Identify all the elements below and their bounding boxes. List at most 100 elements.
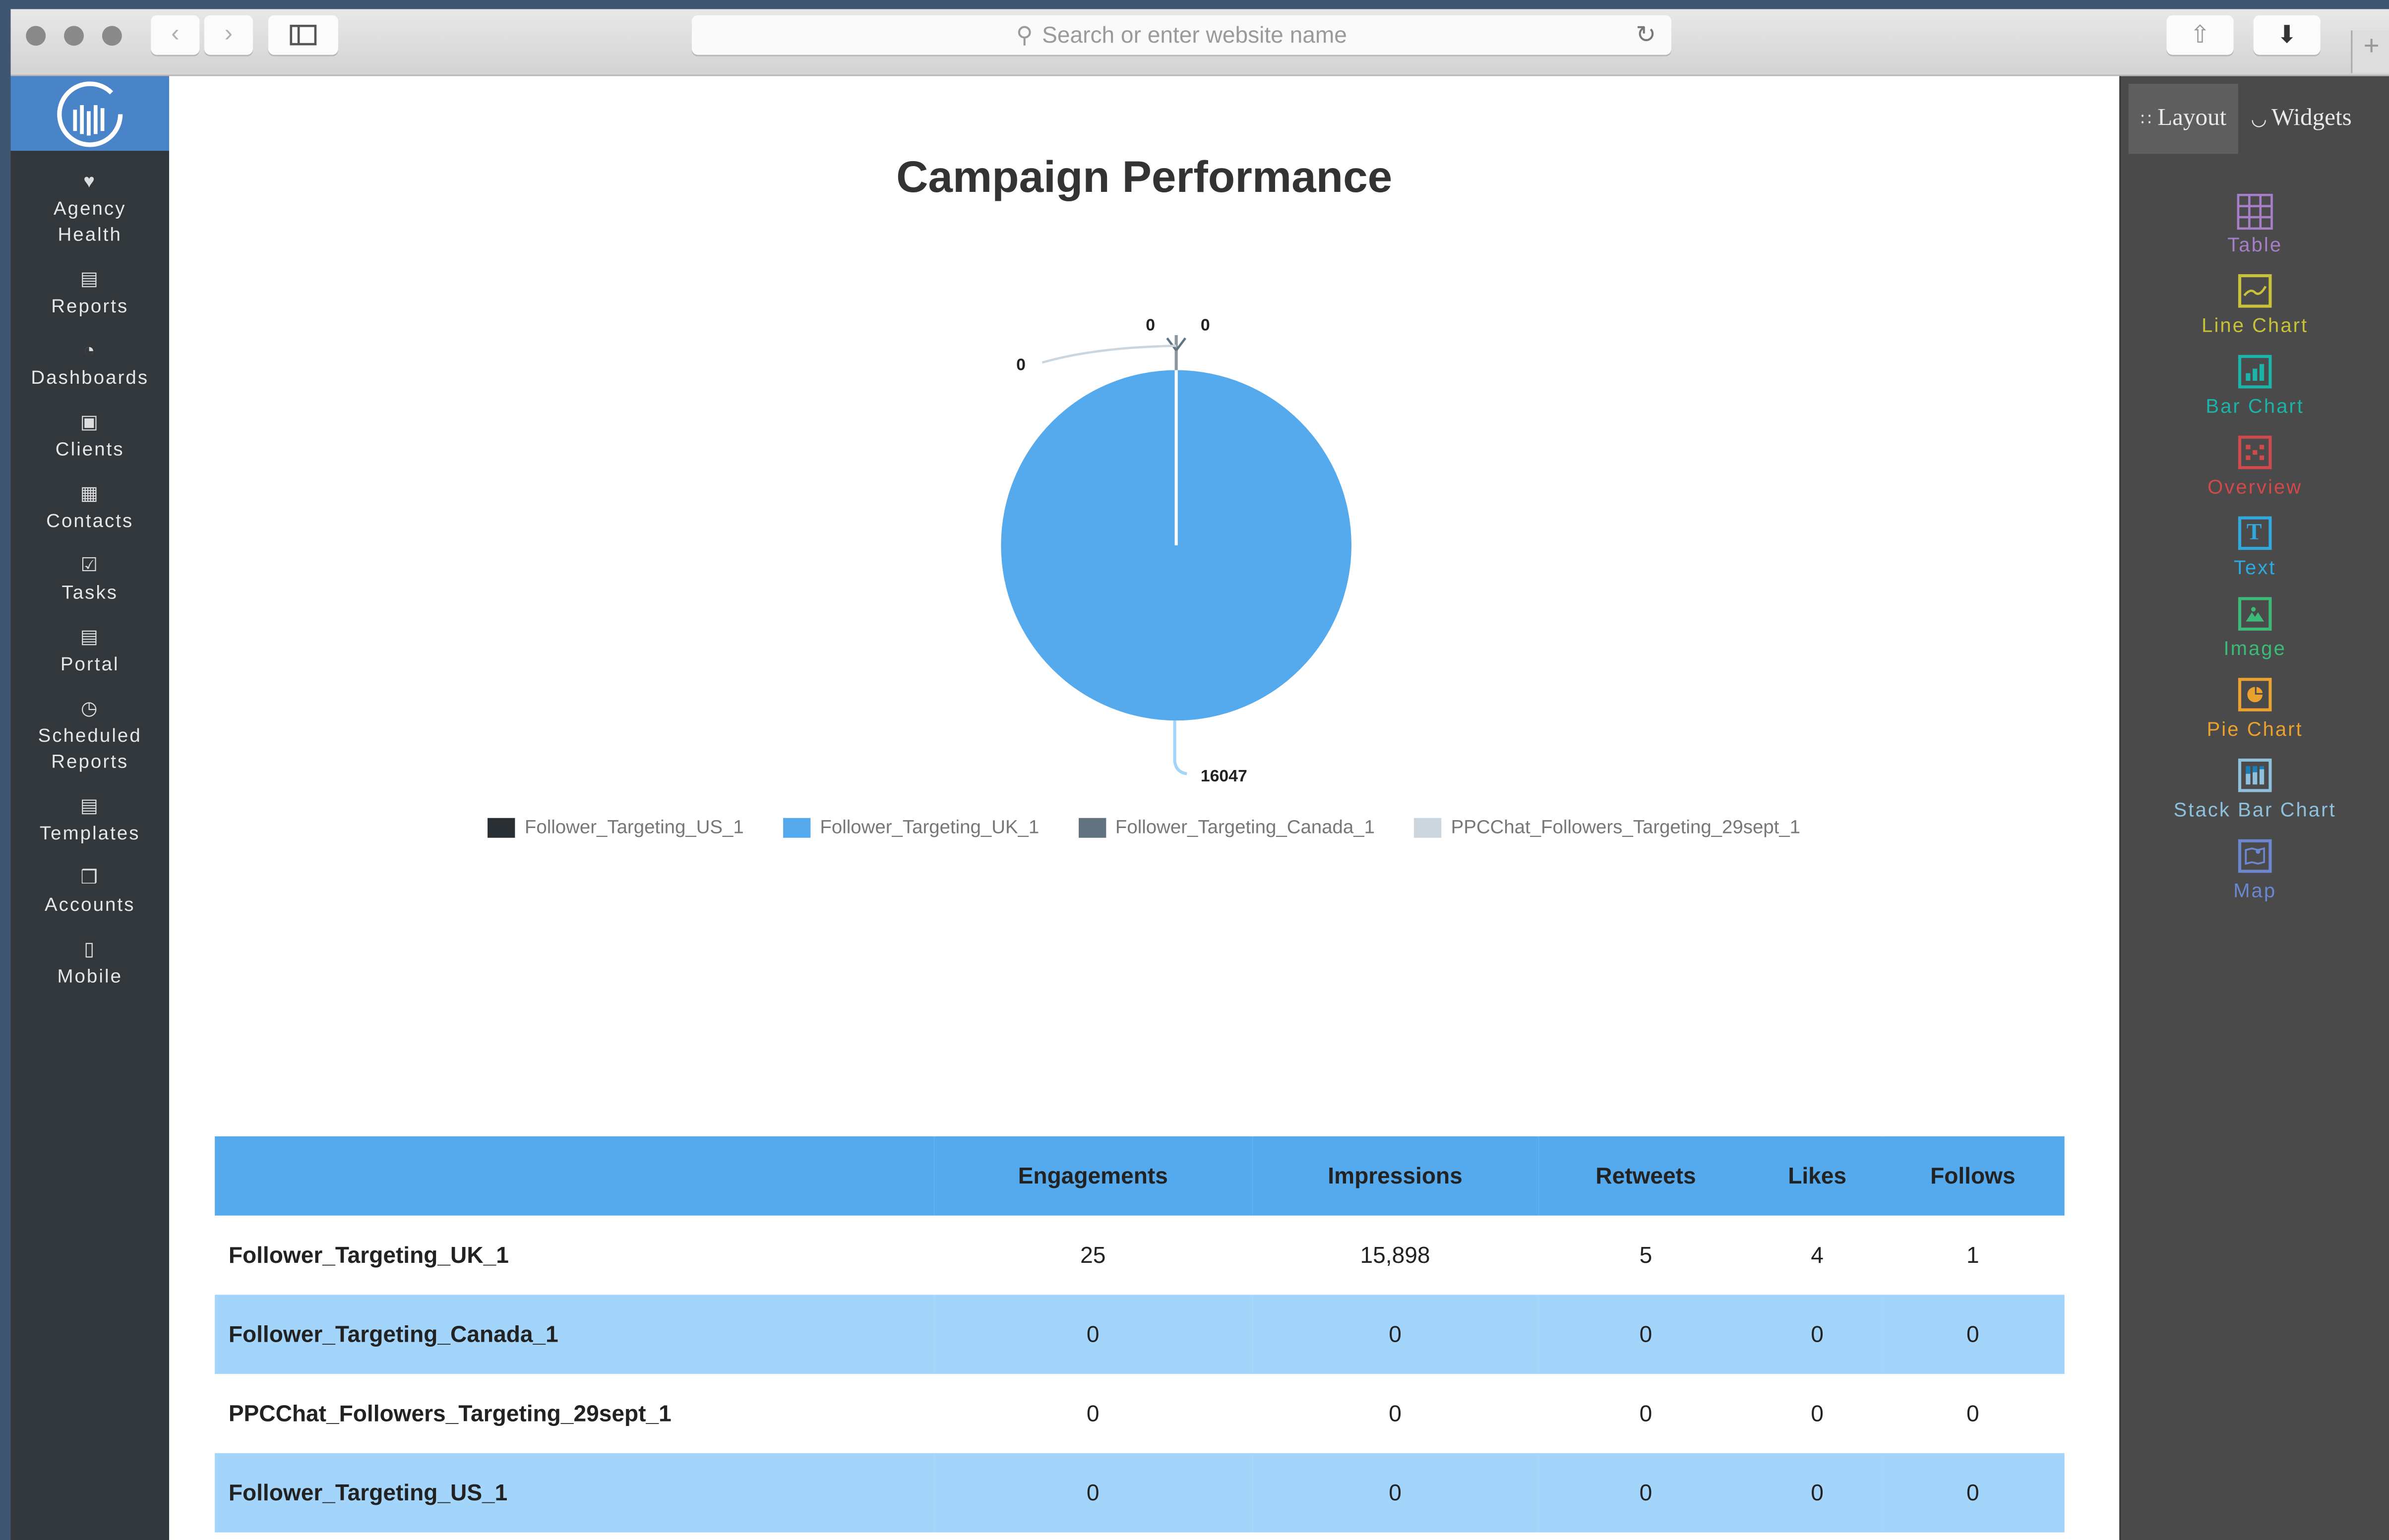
legend-item-us[interactable]: Follower_Targeting_US_1	[488, 817, 744, 838]
widget-label: Image	[2223, 637, 2286, 660]
nav-label: Tasks	[61, 582, 118, 603]
widget-label: Overview	[2207, 475, 2303, 498]
tab-label: Layout	[2157, 105, 2227, 131]
share-icon: ⇧	[2190, 23, 2210, 49]
pie-icon: ◔	[83, 339, 97, 360]
briefcase-icon: ▣	[80, 410, 100, 432]
tab-widgets[interactable]: ◡ Widgets	[2239, 84, 2364, 154]
widget-label: Map	[2233, 879, 2277, 902]
new-tab-button[interactable]: +	[2351, 30, 2389, 73]
browser-toolbar: ‹ › ⚲ Search or enter website name ↻ ⇧ ⬇…	[10, 9, 2389, 76]
cell-impressions: 15,898	[1360, 1242, 1430, 1268]
forward-icon: ›	[224, 21, 233, 48]
back-button[interactable]: ‹	[151, 15, 200, 55]
nav-item-templates[interactable]: ▤ Templates	[11, 790, 169, 847]
cell-impressions: 0	[1389, 1400, 1402, 1427]
contacts-icon: ▦	[80, 482, 100, 504]
cell-retweets: 0	[1538, 1295, 1754, 1374]
panel-tabs: ∷ Layout ◡ Widgets	[2128, 83, 2389, 154]
widget-table[interactable]: Table	[2121, 193, 2389, 256]
widget-bar-chart[interactable]: Bar Chart	[2121, 355, 2389, 417]
nav-item-contacts[interactable]: ▦ Contacts	[11, 478, 169, 535]
nav-item-scheduled-reports[interactable]: ◷ Scheduled Reports	[11, 693, 169, 775]
nav-item-mobile[interactable]: ▯ Mobile	[11, 934, 169, 990]
legend-swatch	[783, 817, 811, 837]
nav-label: Agency Health	[53, 198, 126, 245]
text-icon: T	[2238, 516, 2272, 550]
cell-likes: 0	[1753, 1295, 1882, 1374]
legend-item-ppcchat[interactable]: PPCChat_Followers_Targeting_29sept_1	[1414, 817, 1800, 838]
widget-text[interactable]: T Text	[2121, 516, 2389, 579]
cell-impressions: 0	[1252, 1295, 1538, 1374]
widget-label: Pie Chart	[2206, 717, 2303, 741]
grid-dots-icon: ∷	[2141, 110, 2151, 129]
widget-image[interactable]: Image	[2121, 597, 2389, 659]
widget-stack-bar-chart[interactable]: Stack Bar Chart	[2121, 758, 2389, 821]
nav-item-dashboards[interactable]: ◔ Dashboards	[11, 335, 169, 392]
cell-engagements: 25	[1080, 1242, 1106, 1268]
table-header-row: Engagements Impressions Retweets Likes F…	[215, 1136, 2065, 1216]
cell-retweets: 5	[1639, 1242, 1653, 1268]
pie-label-ppcchat: 0	[1016, 355, 1026, 374]
widget-label: Stack Bar Chart	[2173, 798, 2336, 821]
map-icon	[2238, 839, 2272, 873]
downloads-button[interactable]: ⬇	[2253, 15, 2321, 55]
template-icon: ▤	[80, 794, 100, 816]
tab-layout[interactable]: ∷ Layout	[2128, 83, 2239, 154]
column-header-follows: Follows	[1881, 1136, 2065, 1216]
cell-campaign: Follower_Targeting_US_1	[215, 1453, 934, 1533]
table-row: PPCChat_Followers_Targeting_29sept_1 0 0…	[215, 1374, 2065, 1453]
nav-item-clients[interactable]: ▣ Clients	[11, 407, 169, 463]
nav-label: Mobile	[57, 965, 123, 987]
page-title: Campaign Performance	[896, 154, 1393, 203]
left-nav: ♥ Agency Health ▤ Reports ◔ Dashboards ▣…	[10, 76, 170, 1540]
column-header-likes: Likes	[1753, 1136, 1882, 1216]
nav-label: Clients	[55, 438, 124, 460]
download-icon: ⬇	[2276, 23, 2297, 49]
cell-likes: 0	[1753, 1453, 1882, 1533]
address-bar[interactable]: ⚲ Search or enter website name ↻	[691, 15, 1672, 55]
widget-overview[interactable]: Overview	[2121, 435, 2389, 498]
sidebar-icon	[290, 24, 317, 46]
cell-likes: 4	[1811, 1242, 1824, 1268]
legend-item-uk[interactable]: Follower_Targeting_UK_1	[783, 817, 1039, 838]
table-row: Follower_Targeting_US_1 0 0 0 0 0	[215, 1453, 2065, 1533]
minimize-window-button[interactable]	[64, 26, 84, 46]
campaign-table: Engagements Impressions Retweets Likes F…	[215, 1136, 2065, 1533]
pie-chart-widget[interactable]: 0 0 0 16047	[364, 259, 1946, 884]
sidebar-toggle-button[interactable]	[268, 15, 339, 55]
nav-item-reports[interactable]: ▤ Reports	[11, 263, 169, 320]
cell-engagements: 0	[1086, 1400, 1100, 1427]
share-button[interactable]: ⇧	[2166, 15, 2234, 55]
zoom-window-button[interactable]	[102, 26, 122, 46]
reload-icon[interactable]: ↻	[1636, 23, 1656, 49]
legend-swatch	[1414, 817, 1442, 837]
report-icon: ▤	[80, 267, 100, 289]
forward-button[interactable]: ›	[204, 15, 253, 55]
legend-item-canada[interactable]: Follower_Targeting_Canada_1	[1079, 817, 1375, 838]
app-logo[interactable]	[10, 76, 170, 151]
nav-item-accounts[interactable]: ❒ Accounts	[11, 862, 169, 919]
cell-campaign: PPCChat_Followers_Targeting_29sept_1	[228, 1400, 672, 1427]
widget-map[interactable]: Map	[2121, 839, 2389, 902]
table-icon	[2237, 193, 2273, 230]
nav-item-agency-health[interactable]: ♥ Agency Health	[11, 166, 169, 248]
cell-campaign: Follower_Targeting_Canada_1	[215, 1295, 934, 1374]
pie-label-canada: 0	[1201, 316, 1210, 335]
widget-pie-chart[interactable]: Pie Chart	[2121, 678, 2389, 740]
widget-line-chart[interactable]: Line Chart	[2121, 274, 2389, 337]
pie-slice-uk	[1001, 370, 1351, 721]
pie-chart: 0 0 0 16047	[1001, 316, 1351, 785]
cell-retweets: 0	[1639, 1400, 1653, 1427]
nav-label: Reports	[51, 296, 129, 317]
close-window-button[interactable]	[26, 26, 46, 46]
checkbox-icon: ☑	[80, 553, 100, 575]
address-placeholder: Search or enter website name	[1042, 22, 1347, 48]
nav-item-portal[interactable]: ▤ Portal	[11, 621, 169, 678]
widget-panel: ∷ Layout ◡ Widgets Table Line Chart Bar Ch…	[2119, 76, 2389, 1540]
nav-item-tasks[interactable]: ☑ Tasks	[11, 550, 169, 606]
image-icon	[2238, 597, 2272, 631]
pie-label-uk: 16047	[1201, 767, 1247, 785]
new-tab-icon: +	[2363, 30, 2380, 61]
back-icon: ‹	[171, 21, 180, 48]
